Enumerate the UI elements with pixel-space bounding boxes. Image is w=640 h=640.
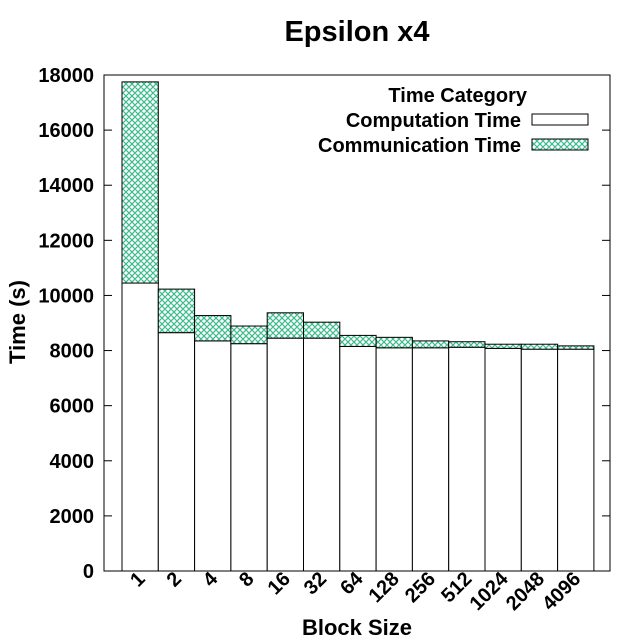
bar-communication-2 <box>157 288 196 334</box>
y-tick-label: 14000 <box>38 175 94 197</box>
x-tick-label: 256 <box>401 568 440 607</box>
bar-computation-16 <box>266 337 305 572</box>
bar-computation-1 <box>121 282 159 572</box>
x-tick-label: 64 <box>336 567 368 599</box>
bar-computation-1024 <box>484 347 522 572</box>
chart-title: Epsilon x4 <box>284 16 429 48</box>
bar-communication-2048 <box>520 343 559 350</box>
bar-computation-8 <box>230 343 268 572</box>
bar-computation-4 <box>194 340 232 572</box>
bar-computation-64 <box>339 345 377 572</box>
bar-communication-4 <box>194 315 232 342</box>
bar-communication-32 <box>303 321 341 339</box>
x-tick-label: 1024 <box>466 567 514 615</box>
y-tick-label: 8000 <box>50 341 95 363</box>
bar-communication-16 <box>266 312 305 339</box>
bar-computation-512 <box>448 346 486 572</box>
x-axis-label: Block Size <box>302 615 412 640</box>
legend-title: Time Category <box>388 85 527 107</box>
legend-label-communication: Communication Time <box>318 135 521 157</box>
x-tick-label: 32 <box>300 568 331 599</box>
bar-communication-64 <box>339 334 377 347</box>
bar-communication-1024 <box>484 343 522 349</box>
y-tick-label: 6000 <box>50 396 95 418</box>
x-tick-label: 4096 <box>538 568 585 615</box>
bar-computation-2048 <box>520 348 559 572</box>
bar-communication-4096 <box>557 345 595 350</box>
y-tick-label: 0 <box>83 561 94 583</box>
legend: Time Category Computation Time Communica… <box>318 85 589 157</box>
legend-swatch-communication <box>531 138 589 151</box>
bar-communication-128 <box>375 336 413 349</box>
bar-computation-256 <box>411 347 450 572</box>
x-tick-label: 2048 <box>502 568 549 615</box>
bar-computation-128 <box>375 347 413 572</box>
x-tick-label: 128 <box>365 568 404 607</box>
bar-communication-256 <box>411 340 450 349</box>
bar-communication-1 <box>121 81 159 284</box>
y-tick-label: 12000 <box>38 230 94 252</box>
y-tick-label: 2000 <box>50 506 95 528</box>
bar-computation-4096 <box>557 348 595 572</box>
legend-label-computation: Computation Time <box>346 110 521 132</box>
y-tick-label: 18000 <box>38 65 94 87</box>
y-tick-label: 10000 <box>38 285 94 307</box>
legend-swatch-computation <box>531 113 589 126</box>
y-tick-label: 16000 <box>38 120 94 142</box>
plot-frame <box>103 74 611 572</box>
bar-computation-2 <box>157 332 196 572</box>
y-tick-label: 4000 <box>50 451 95 473</box>
bar-computation-32 <box>303 337 341 572</box>
x-tick-label: 16 <box>264 568 295 599</box>
bar-communication-512 <box>448 341 486 348</box>
y-axis-label: Time (s) <box>5 280 30 364</box>
bar-communication-8 <box>230 325 268 345</box>
